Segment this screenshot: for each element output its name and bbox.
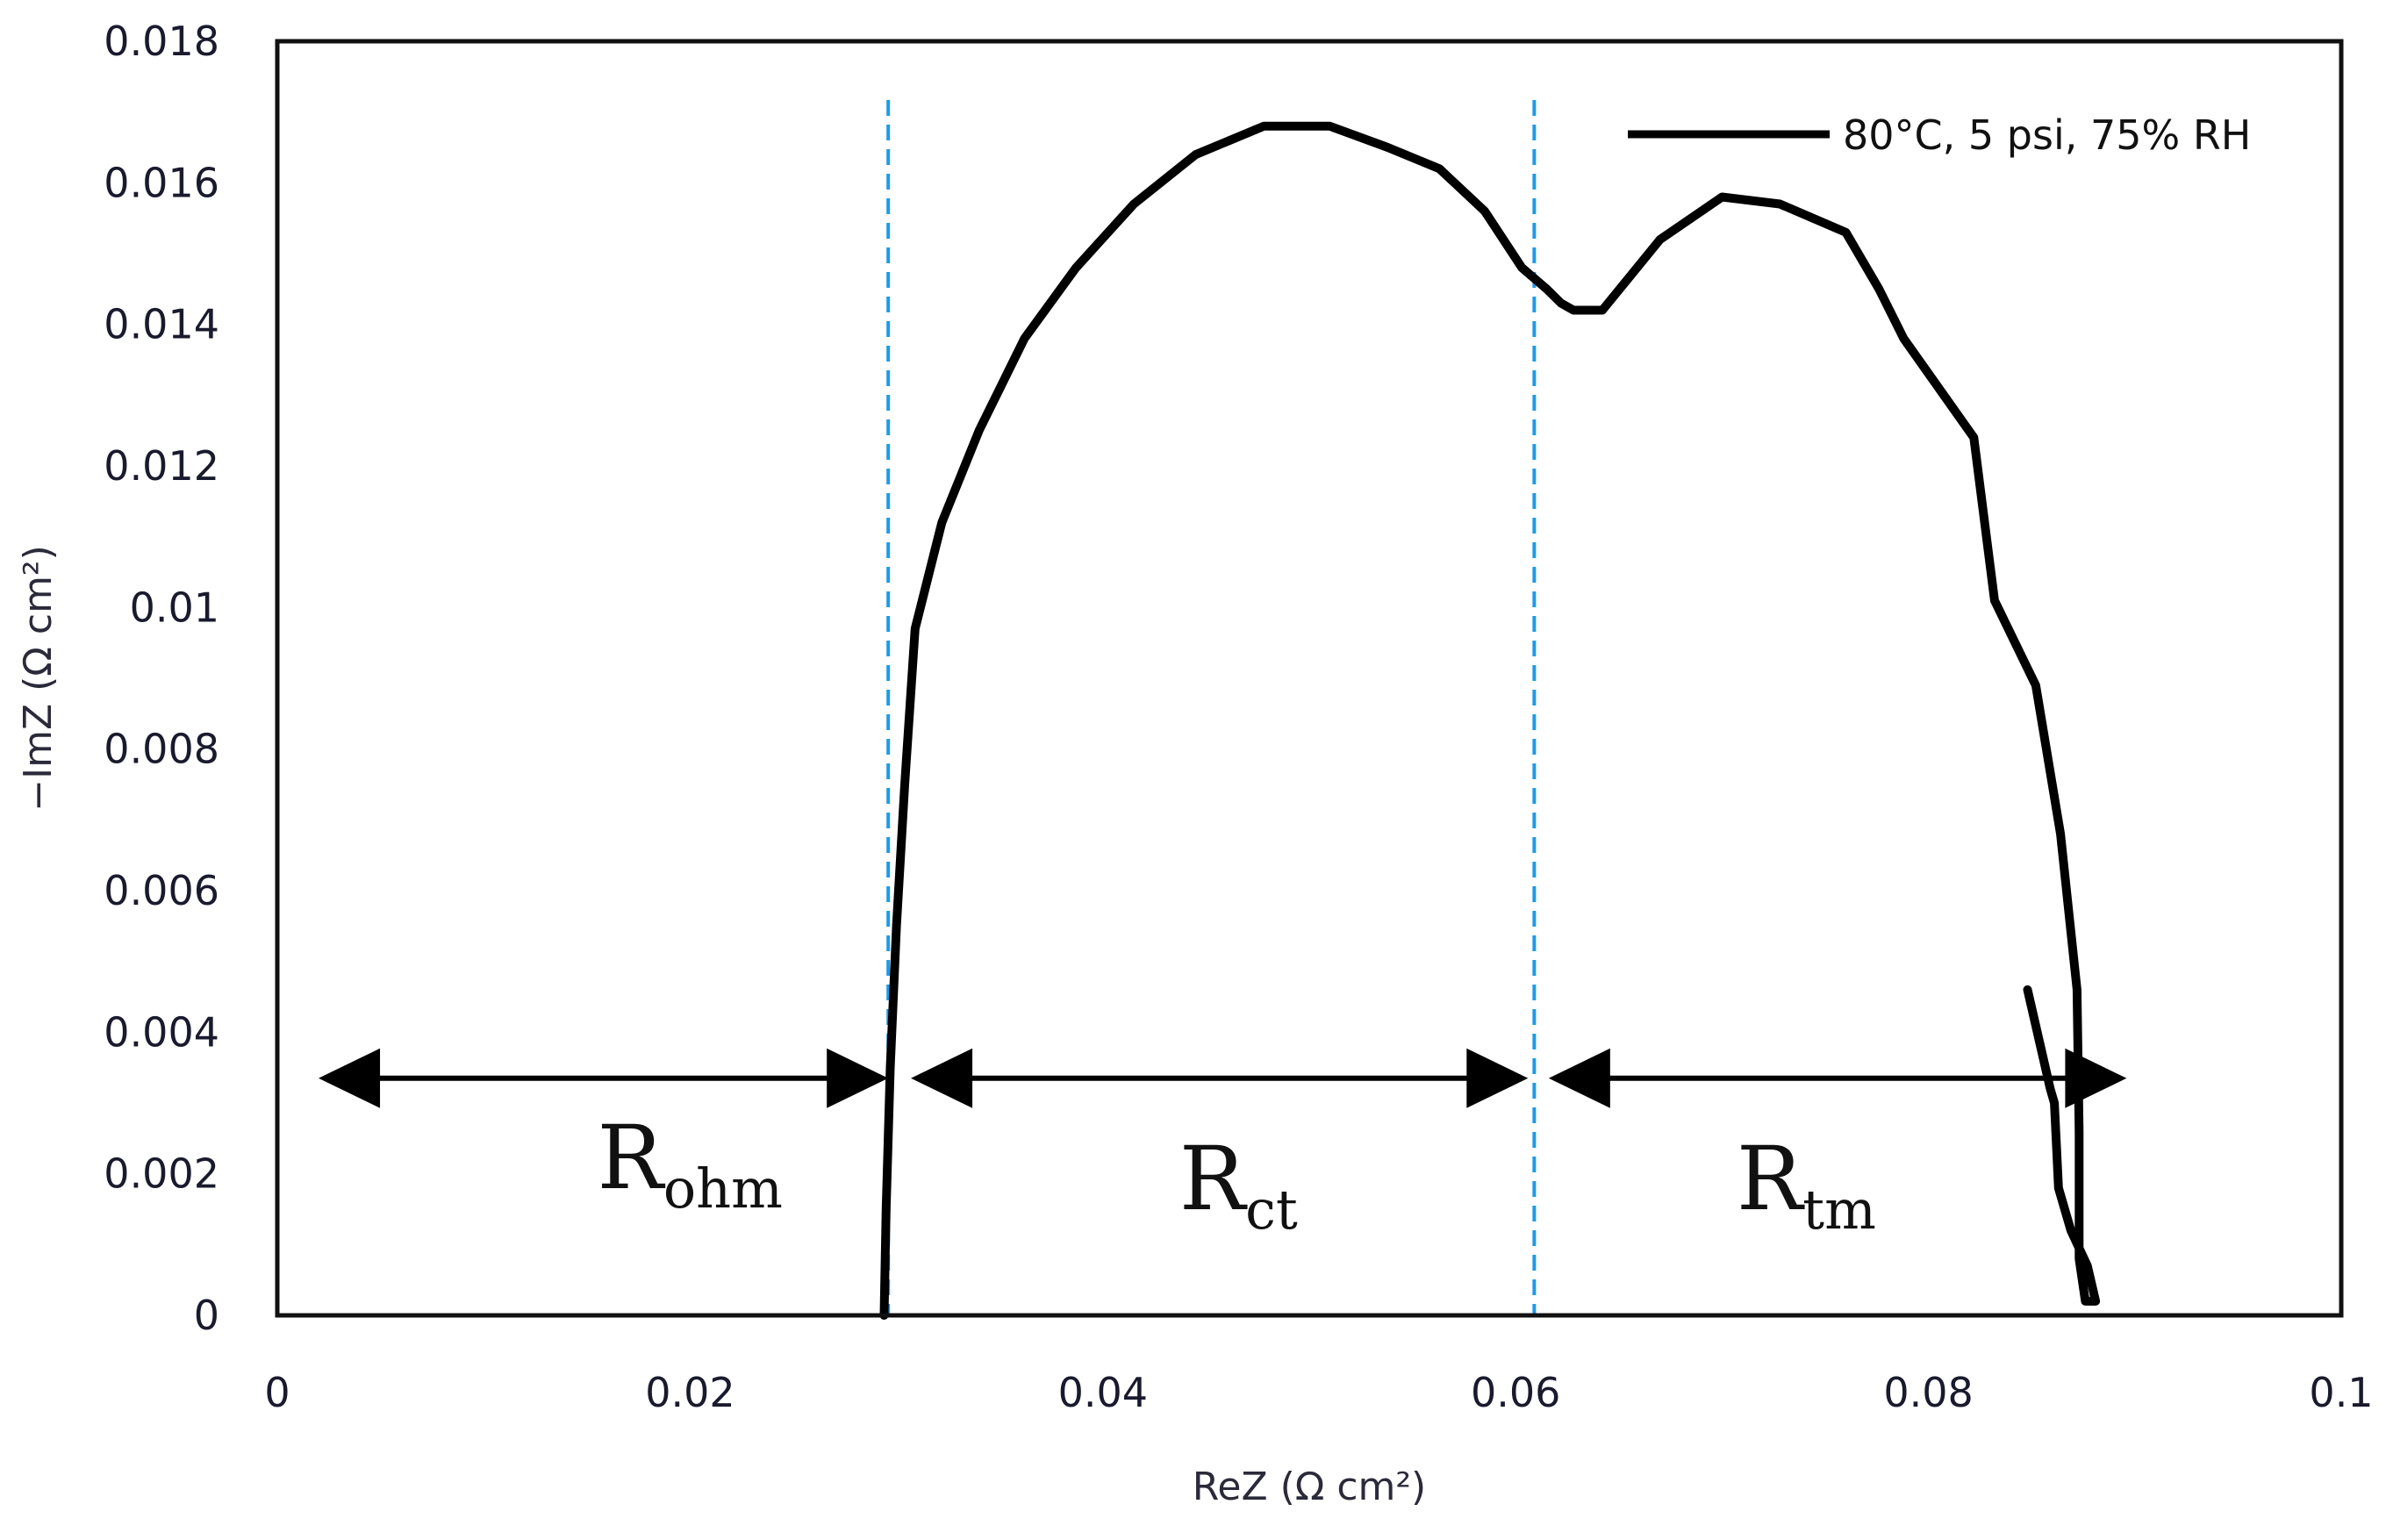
y-tick-label: 0.012 <box>104 442 219 490</box>
y-tick-label: 0.002 <box>104 1150 219 1198</box>
y-tick-label: 0.014 <box>104 301 219 348</box>
y-tick-label: 0 <box>194 1292 219 1339</box>
region-arrowhead-right <box>1466 1048 1529 1108</box>
region-arrowhead-left <box>1548 1048 1610 1108</box>
region-label-main: R <box>1179 1128 1248 1230</box>
region-arrowhead-right <box>2065 1048 2127 1108</box>
legend: 80°C, 5 psi, 75% RH <box>1628 111 2251 159</box>
legend-label: 80°C, 5 psi, 75% RH <box>1843 111 2251 159</box>
region-arrowhead-right <box>827 1048 889 1108</box>
region-arrowhead-left <box>319 1048 381 1108</box>
region-label-subscript: ct <box>1245 1178 1298 1242</box>
x-tick-label: 0.08 <box>1883 1369 1973 1416</box>
region-label-main: R <box>1737 1128 1805 1230</box>
x-tick-label: 0.04 <box>1058 1369 1148 1416</box>
y-tick-label: 0.016 <box>104 159 219 206</box>
series-line <box>879 121 2101 1320</box>
plot-frame <box>275 39 2344 1318</box>
region-label-subscript: ohm <box>663 1157 783 1221</box>
x-tick-label: 0 <box>264 1369 290 1416</box>
region-label-ohm: Rohm <box>598 1107 783 1221</box>
y-tick-label: 0.01 <box>130 584 219 631</box>
y-tick-label: 0.004 <box>104 1008 219 1056</box>
y-tick-label: 0.008 <box>104 726 219 773</box>
region-label-ct: Rct <box>1179 1128 1298 1242</box>
x-axis-title: ReZ (Ω cm²) <box>1193 1465 1426 1509</box>
region-label-subscript: tm <box>1802 1178 1876 1242</box>
region-label-tm: Rtm <box>1737 1128 1876 1242</box>
x-tick-label: 0.02 <box>645 1369 734 1416</box>
y-tick-label: 0.006 <box>104 867 219 914</box>
y-axis-title: −ImZ (Ω cm²) <box>16 545 61 811</box>
x-tick-label: 0.1 <box>2309 1369 2373 1416</box>
x-tick-label: 0.06 <box>1471 1369 1560 1416</box>
region-arrowhead-left <box>911 1048 973 1108</box>
region-label-main: R <box>598 1107 666 1209</box>
y-tick-label: 0.018 <box>104 18 219 65</box>
